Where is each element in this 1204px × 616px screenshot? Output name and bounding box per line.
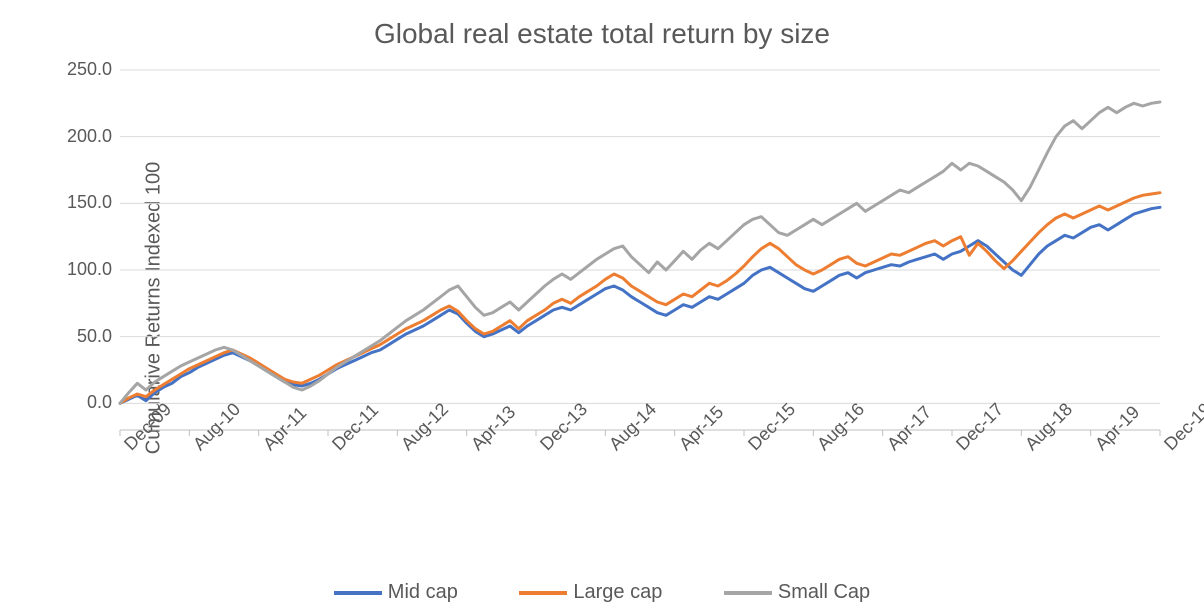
legend-item-large-cap: Large cap — [519, 581, 662, 604]
y-tick-label: 200.0 — [67, 126, 112, 147]
legend-swatch — [519, 591, 567, 595]
y-tick-label: 0.0 — [87, 392, 112, 413]
legend-label: Large cap — [573, 581, 662, 604]
plot-svg — [120, 70, 1160, 430]
y-tick-label: 50.0 — [77, 326, 112, 347]
y-tick-label: 150.0 — [67, 192, 112, 213]
line-chart: Global real estate total return by size … — [0, 0, 1204, 616]
legend-swatch — [334, 591, 382, 595]
x-tick-label: Dec-19 — [1160, 399, 1204, 455]
chart-title: Global real estate total return by size — [0, 18, 1204, 50]
legend-swatch — [724, 591, 772, 595]
plot-area — [120, 70, 1160, 430]
y-tick-label: 100.0 — [67, 259, 112, 280]
legend-label: Mid cap — [388, 581, 458, 604]
legend-label: Small Cap — [778, 581, 870, 604]
y-tick-label: 250.0 — [67, 59, 112, 80]
legend: Mid cap Large cap Small Cap — [0, 578, 1204, 605]
legend-item-small-cap: Small Cap — [724, 581, 870, 604]
legend-item-mid-cap: Mid cap — [334, 581, 458, 604]
